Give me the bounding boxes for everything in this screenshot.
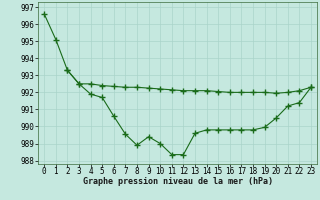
X-axis label: Graphe pression niveau de la mer (hPa): Graphe pression niveau de la mer (hPa) xyxy=(83,177,273,186)
